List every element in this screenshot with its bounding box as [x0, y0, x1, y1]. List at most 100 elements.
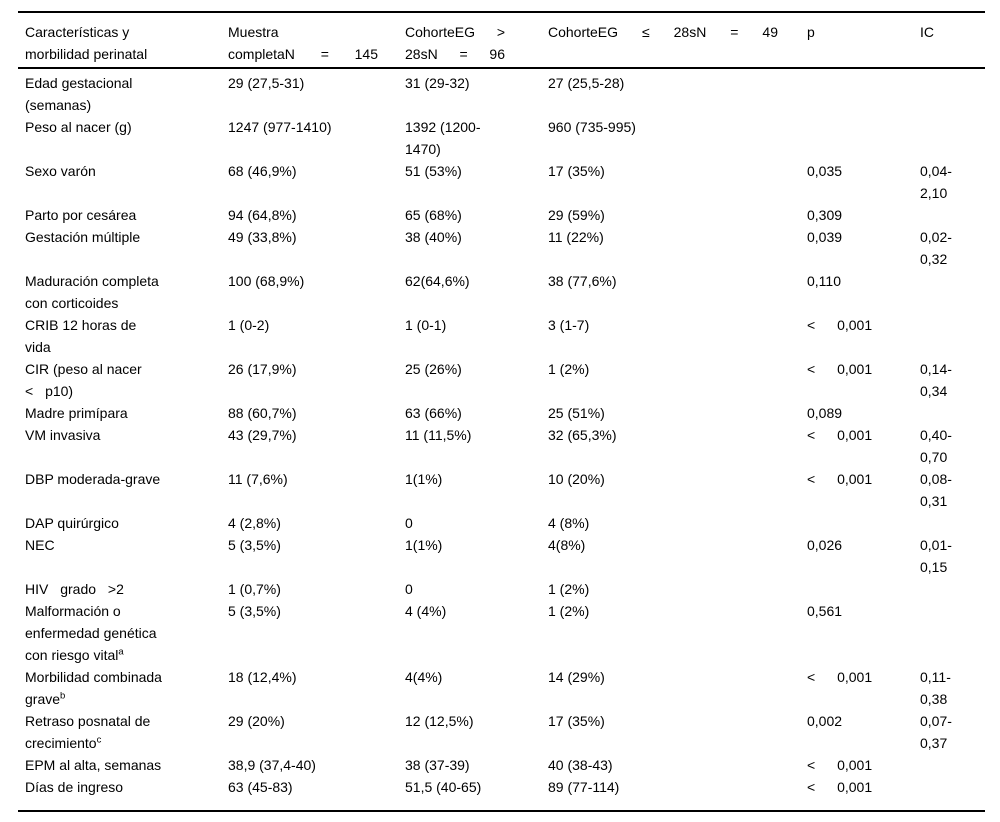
cell-muestra: 26 (17,9%) — [228, 358, 405, 402]
row-label: Malformación o enfermedad genética con rie… — [18, 600, 228, 666]
cell-p: 0,039 — [807, 226, 920, 270]
table-header: Características y morbilidad perinatal Mue… — [18, 12, 985, 69]
cell-muestra: 94 (64,8%) — [228, 204, 405, 226]
header-line: p — [807, 24, 815, 40]
row-label-line: < p10) — [25, 383, 74, 399]
row-label-line: vida — [25, 339, 51, 355]
cell-muestra: 4 (2,8%) — [228, 512, 405, 534]
row-label-line: NEC — [25, 537, 55, 553]
table-row: Malformación o enfermedad genética con rie… — [18, 600, 985, 666]
header-line: 28sN = 96 — [405, 46, 505, 62]
cell-value: 0 — [405, 581, 413, 597]
cell-muestra: 63 (45-83) — [228, 776, 405, 811]
row-label: Días de ingreso — [18, 776, 228, 811]
cell-value: < 0,001 — [807, 669, 873, 685]
row-label-line: VM invasiva — [25, 427, 101, 443]
cell-ic — [920, 116, 985, 160]
cell-p: 0,089 — [807, 402, 920, 424]
cell-value: 0,08-0,31 — [920, 471, 952, 509]
header-row: Características y morbilidad perinatal Mue… — [18, 12, 985, 69]
cell-value: 27 (25,5-28) — [548, 75, 625, 91]
cell-value: 1 (2%) — [548, 603, 590, 619]
cell-value: < 0,001 — [807, 757, 873, 773]
cell-value: 38 (40%) — [405, 229, 462, 245]
cell-cohorte-le-28s: 960 (735-995) — [548, 116, 807, 160]
cell-muestra: 5 (3,5%) — [228, 600, 405, 666]
row-label: EPM al alta, semanas — [18, 754, 228, 776]
cell-value: 1 (2%) — [548, 581, 590, 597]
row-label: HIV grado >2 — [18, 578, 228, 600]
cell-cohorte-le-28s: 38 (77,6%) — [548, 270, 807, 314]
cell-ic — [920, 204, 985, 226]
cell-ic — [920, 402, 985, 424]
cell-muestra: 29 (20%) — [228, 710, 405, 754]
cell-p: < 0,001 — [807, 666, 920, 710]
cell-value: 1 (0-1) — [405, 317, 447, 333]
cell-value: 12 (12,5%) — [405, 713, 474, 729]
cell-value: 0,02-0,32 — [920, 229, 952, 267]
cell-ic — [920, 578, 985, 600]
cell-p: < 0,001 — [807, 776, 920, 811]
table-row: NEC 5 (3,5%) 1(1%) 4(8%) 0,026 0,01-0,15 — [18, 534, 985, 578]
cell-cohorte-gt-28s: 25 (26%) — [405, 358, 548, 402]
cell-value: 0,07-0,37 — [920, 713, 952, 751]
cell-p — [807, 578, 920, 600]
row-label-line: con corticoides — [25, 295, 119, 311]
cell-value: 4 (2,8%) — [228, 515, 281, 531]
row-label-line: (semanas) — [25, 97, 92, 113]
cell-p: 0,026 — [807, 534, 920, 578]
cell-cohorte-le-28s: 1 (2%) — [548, 358, 807, 402]
cell-value: < 0,001 — [807, 427, 873, 443]
row-label-line: Maduración completa — [25, 273, 159, 289]
cell-value: 29 (27,5-31) — [228, 75, 305, 91]
table-row: Retraso posnatal de crecimientoc 29 (20%) 1… — [18, 710, 985, 754]
cell-value: 0,04-2,10 — [920, 163, 952, 201]
row-label-line: DBP moderada-grave — [25, 471, 161, 487]
cell-cohorte-gt-28s: 1(1%) — [405, 468, 548, 512]
table-row: Maduración completa con corticoides 100 (6… — [18, 270, 985, 314]
cell-value: 38 (37-39) — [405, 757, 470, 773]
cell-value: 32 (65,3%) — [548, 427, 617, 443]
cell-muestra: 5 (3,5%) — [228, 534, 405, 578]
cell-ic — [920, 776, 985, 811]
cell-value: 17 (35%) — [548, 713, 605, 729]
cell-value: 0,01-0,15 — [920, 537, 952, 575]
cell-value: 25 (26%) — [405, 361, 462, 377]
table-row: Peso al nacer (g) 1247 (977-1410) 1392 (12… — [18, 116, 985, 160]
cell-value: 11 (11,5%) — [405, 427, 472, 443]
cell-value: 0,309 — [807, 207, 843, 223]
cell-value: 0,40-0,70 — [920, 427, 952, 465]
cell-muestra: 29 (27,5-31) — [228, 68, 405, 116]
header-line: CohorteEG ≤ 28sN = 49 — [548, 24, 778, 40]
table-row: Parto por cesárea 94 (64,8%) 65 (68%) 29 (5… — [18, 204, 985, 226]
cell-ic: 0,08-0,31 — [920, 468, 985, 512]
column-header-cohorte-mayor-28s: CohorteEG > 28sN = 96 — [405, 12, 548, 69]
table-row: HIV grado >2 1 (0,7%) 0 1 (2%) — [18, 578, 985, 600]
row-label: Peso al nacer (g) — [18, 116, 228, 160]
cell-value: < 0,001 — [807, 361, 873, 377]
cell-p: 0,035 — [807, 160, 920, 204]
header-line: morbilidad perinatal — [25, 46, 148, 62]
cell-muestra: 100 (68,9%) — [228, 270, 405, 314]
cell-cohorte-gt-28s: 0 — [405, 578, 548, 600]
row-label-line: CIR (peso al nacer — [25, 361, 142, 377]
cell-muestra: 18 (12,4%) — [228, 666, 405, 710]
cell-value: 1 (0,7%) — [228, 581, 281, 597]
cell-cohorte-gt-28s: 1 (0-1) — [405, 314, 548, 358]
cell-cohorte-gt-28s: 0 — [405, 512, 548, 534]
cell-muestra: 1 (0-2) — [228, 314, 405, 358]
cell-value: 29 (59%) — [548, 207, 605, 223]
cell-value: 0,110 — [807, 273, 841, 289]
table-row: Días de ingreso 63 (45-83) 51,5 (40-65) 89 … — [18, 776, 985, 811]
cell-cohorte-gt-28s: 62(64,6%) — [405, 270, 548, 314]
cell-value: 5 (3,5%) — [228, 603, 281, 619]
row-label: CIR (peso al nacer < p10) — [18, 358, 228, 402]
cell-ic: 0,01-0,15 — [920, 534, 985, 578]
table-row: DAP quirúrgico 4 (2,8%) 0 4 (8%) — [18, 512, 985, 534]
cell-value: < 0,001 — [807, 317, 873, 333]
cell-cohorte-le-28s: 17 (35%) — [548, 710, 807, 754]
cell-cohorte-gt-28s: 1(1%) — [405, 534, 548, 578]
row-label: Sexo varón — [18, 160, 228, 204]
cell-value: 62(64,6%) — [405, 273, 470, 289]
cell-p: < 0,001 — [807, 424, 920, 468]
